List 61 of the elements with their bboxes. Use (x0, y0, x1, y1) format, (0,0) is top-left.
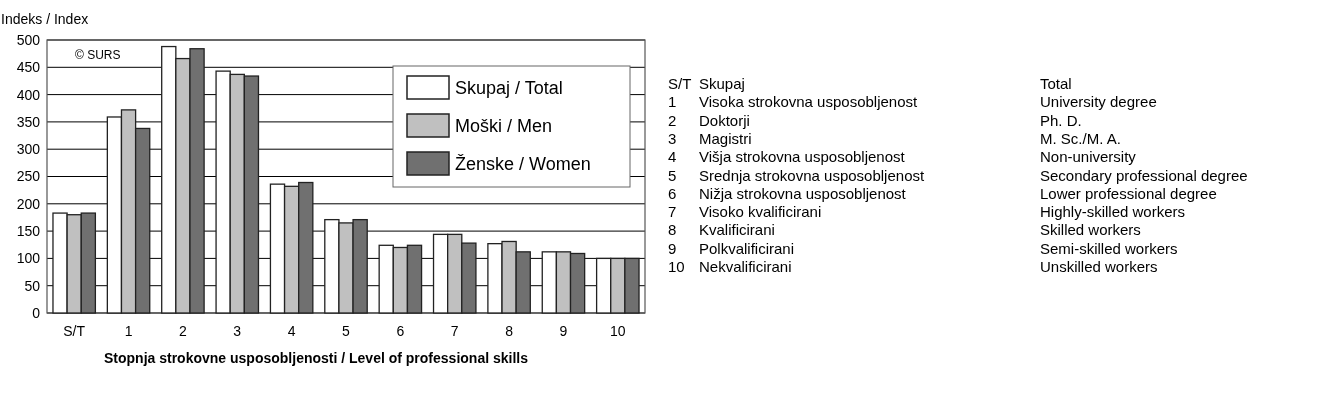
text: 10 (668, 258, 685, 275)
text: Višja strokovna usposobljenost (699, 148, 906, 166)
x-tick-label: 1 (124, 323, 133, 339)
y-tick-label: 200 (16, 195, 41, 212)
legend-label: Ženske / Women (455, 154, 591, 175)
x-tick-label: 6 (396, 323, 405, 339)
text: Highly-skilled workers (1040, 203, 1186, 221)
text: S/T (668, 75, 692, 92)
text: Doktorji (699, 111, 750, 129)
y-tick-label: 500 (16, 31, 41, 48)
x-tick-label: 7 (450, 323, 459, 339)
legend-label: Skupaj / Total (455, 78, 563, 99)
text: Magistri (699, 129, 752, 147)
text: 8 (668, 221, 677, 239)
text: 5 (668, 166, 677, 184)
annotation: © SURS (75, 48, 121, 62)
y-tick-label: 300 (16, 141, 41, 158)
x-tick-label: 4 (287, 323, 296, 339)
text: 1 (668, 93, 677, 111)
text: Total (1040, 75, 1072, 92)
text: M. Sc./M. A. (1040, 129, 1121, 147)
text: Visoka strokovna usposobljenost (699, 93, 919, 111)
text: Visoko kvalificirani (699, 203, 822, 221)
y-tick-label: 400 (16, 86, 41, 103)
text: Secondary professional degree (1040, 166, 1248, 184)
text: Semi-skilled workers (1040, 239, 1178, 257)
text: Nekvalificirani (699, 258, 792, 275)
y-tick-label: 150 (16, 223, 41, 239)
text: Skupaj (699, 75, 745, 92)
text: 3 (668, 129, 677, 147)
legend-label: Moški / Men (455, 116, 553, 137)
x-tick-label: 5 (342, 323, 351, 339)
text: 2 (668, 111, 677, 129)
text: Srednja strokovna usposobljenost (699, 166, 925, 184)
y-tick-label: 100 (16, 250, 41, 267)
y-axis-title: Indeks / Index (1, 11, 89, 27)
x-tick-label: 9 (559, 323, 568, 339)
y-tick-label: 450 (16, 59, 41, 76)
text: University degree (1040, 93, 1157, 111)
y-tick-label: 50 (24, 277, 41, 294)
text: 9 (668, 239, 677, 257)
y-tick-label: 0 (32, 304, 41, 321)
y-tick-label: 350 (16, 113, 41, 130)
text: Skilled workers (1040, 221, 1141, 239)
text: Non-university (1040, 148, 1137, 166)
text: 7 (668, 203, 677, 221)
text: Nižja strokovna usposobljenost (699, 184, 907, 202)
x-tick-label: 2 (179, 323, 188, 339)
text: Unskilled workers (1040, 258, 1158, 275)
x-tick-label: 10 (610, 323, 626, 339)
text: 6 (668, 184, 677, 202)
x-tick-label: 8 (505, 323, 514, 339)
y-tick-label: 250 (16, 168, 41, 185)
text: Polkvalificirani (699, 239, 795, 257)
x-tick-label: S/T (63, 323, 86, 339)
text: Ph. D. (1040, 111, 1082, 129)
text: Lower professional degree (1040, 184, 1217, 202)
text: 4 (668, 148, 677, 166)
x-axis-title: Stopnja strokovne usposobljenosti / Level of professional skills (104, 350, 529, 366)
x-tick-label: 3 (233, 323, 242, 339)
text: Kvalificirani (699, 221, 775, 239)
